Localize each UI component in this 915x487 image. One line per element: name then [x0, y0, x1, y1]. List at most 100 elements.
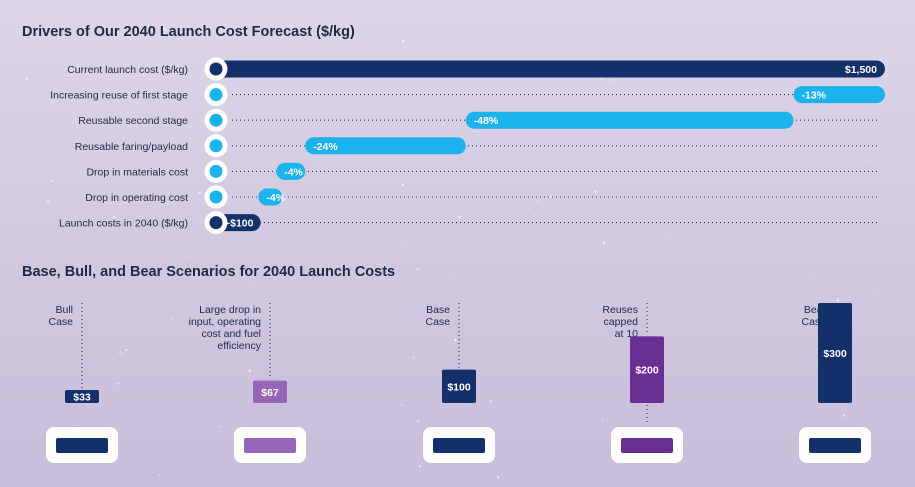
star-dot	[163, 27, 166, 31]
waterfall-category-label: Drop in operating cost	[85, 192, 188, 204]
star-dot	[116, 382, 120, 385]
star-dot	[448, 271, 450, 274]
scenario-value-label: $200	[635, 365, 659, 377]
waterfall-title: Drivers of Our 2040 Launch Cost Forecast…	[22, 24, 355, 40]
scenario-category-label: capped	[604, 316, 639, 328]
waterfall-chart: Current launch cost ($/kg) $1,500 Increasi…	[50, 57, 885, 235]
star-dot	[173, 149, 175, 151]
star-dot	[489, 399, 493, 403]
waterfall-category-label: Reusable faring/payload	[75, 141, 188, 153]
star-dot	[601, 419, 604, 421]
star-dot	[248, 369, 252, 373]
waterfall-bar	[276, 162, 306, 180]
star-dot	[755, 89, 758, 91]
star-dot	[322, 171, 324, 173]
star-dot	[370, 110, 373, 113]
scenario-pedestal-bar	[433, 438, 485, 453]
waterfall-value-label: -4%	[284, 166, 303, 178]
scenario-category-label: input, operating	[189, 316, 262, 328]
waterfall-bar	[465, 111, 794, 129]
star-dot	[497, 476, 500, 479]
waterfall-value-label: -48%	[474, 115, 499, 127]
star-dot	[112, 215, 116, 219]
star-dot	[416, 267, 420, 271]
scenario-value-label: $67	[261, 387, 279, 399]
star-dot	[401, 39, 405, 43]
star-dot	[842, 414, 846, 417]
star-dot	[874, 294, 877, 297]
star-dot	[612, 79, 615, 82]
star-dot	[303, 17, 305, 19]
waterfall-category-label: Reusable second stage	[78, 115, 188, 127]
star-dot	[549, 195, 552, 198]
scenario-title: Base, Bull, and Bear Scenarios for 2040 …	[22, 264, 395, 280]
scenario-bar	[818, 303, 852, 403]
waterfall-value-label: $1,500	[845, 64, 877, 76]
scenario-category-label: Reuses	[602, 304, 638, 316]
star-dot	[198, 191, 201, 194]
star-dot	[458, 215, 461, 219]
waterfall-marker-dot	[209, 113, 223, 127]
star-dot	[454, 338, 457, 342]
star-dot	[600, 77, 603, 80]
scenario-category-label: efficiency	[217, 340, 261, 352]
star-dot	[46, 200, 50, 203]
star-dot	[25, 77, 29, 80]
waterfall-category-label: Increasing reuse of first stage	[50, 90, 188, 102]
waterfall-marker-dot	[209, 62, 223, 76]
star-dot	[412, 356, 415, 359]
star-dot	[62, 174, 64, 176]
star-dot	[730, 201, 732, 203]
star-dot	[868, 159, 871, 161]
scenario-value-label: $300	[823, 348, 847, 360]
star-dot	[254, 172, 256, 174]
star-dot	[125, 349, 128, 352]
star-dot	[185, 255, 187, 258]
star-speckles	[25, 15, 877, 479]
scenario-value-label: $100	[447, 381, 471, 393]
star-dot	[158, 474, 161, 476]
star-dot	[653, 309, 655, 311]
star-dot	[599, 40, 601, 43]
waterfall-bar	[305, 137, 466, 155]
waterfall-bar	[258, 188, 283, 206]
scenario-value-label: $33	[73, 392, 91, 404]
waterfall-marker-dot	[209, 164, 223, 178]
star-dot	[157, 22, 159, 24]
star-dot	[220, 425, 222, 428]
waterfall-marker-dot	[209, 88, 223, 102]
waterfall-marker-dot	[209, 216, 223, 230]
star-dot	[836, 299, 840, 302]
waterfall-marker-dot	[209, 139, 223, 153]
waterfall-bar	[216, 214, 261, 232]
waterfall-category-label: Drop in materials cost	[86, 166, 188, 178]
star-dot	[813, 275, 815, 277]
scenario-category-label: Large drop in	[199, 304, 261, 316]
star-dot	[451, 29, 453, 31]
scenario-bar	[630, 336, 664, 403]
star-dot	[405, 246, 407, 247]
waterfall-bar	[216, 60, 885, 78]
star-dot	[499, 162, 501, 164]
waterfall-value-label: -24%	[313, 141, 338, 153]
scenario-pedestal-bar	[621, 438, 673, 453]
waterfall-bar	[793, 86, 885, 104]
star-dot	[437, 202, 439, 204]
star-dot	[872, 249, 874, 251]
star-dot	[118, 351, 122, 354]
star-dot	[506, 15, 508, 18]
scenario-category-label: Bull	[55, 304, 73, 316]
star-dot	[534, 214, 536, 216]
scenario-category-label: cost and fuel	[201, 328, 261, 340]
star-dot	[568, 45, 571, 48]
star-dot	[127, 110, 129, 113]
scenario-category-label: Case	[425, 316, 450, 328]
waterfall-value-label: -13%	[802, 90, 827, 102]
star-dot	[383, 266, 386, 269]
scenario-bar	[442, 369, 476, 403]
star-dot	[667, 239, 669, 241]
star-dot	[482, 205, 484, 207]
